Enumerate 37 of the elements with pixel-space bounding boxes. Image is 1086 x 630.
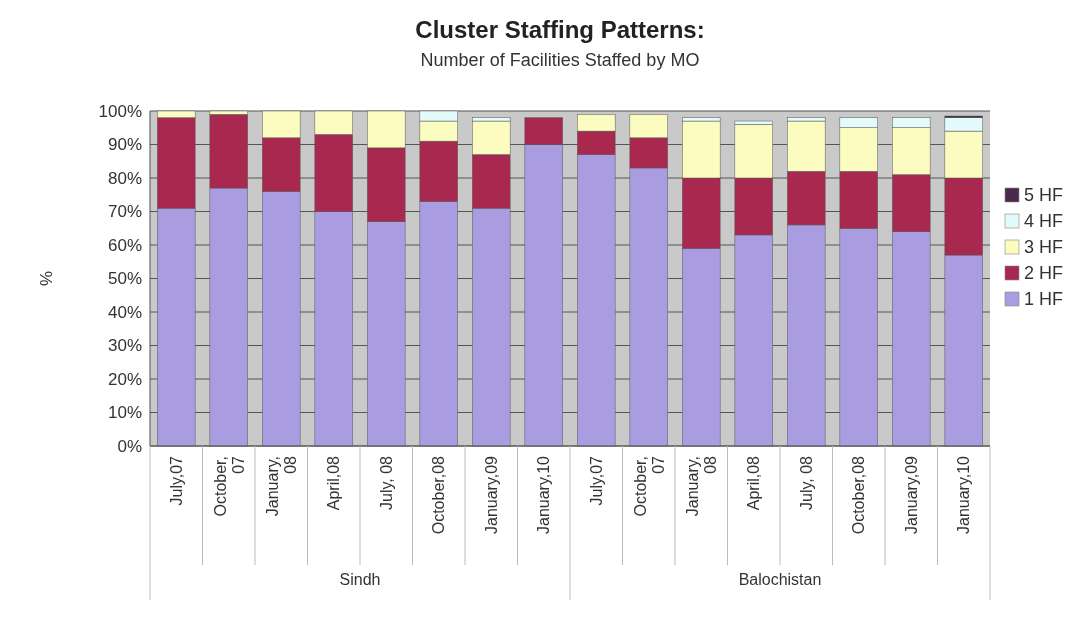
legend-label: 4 HF [1024,211,1064,231]
y-tick-label: 40% [107,302,142,322]
y-tick-label: 20% [107,369,142,389]
x-tick-label: January,10 [535,455,553,534]
y-tick-label: 80% [107,168,142,188]
chart-title: Cluster Staffing Patterns: [415,16,705,43]
legend-label: 5 HF [1024,185,1064,205]
chart-subtitle: Number of Facilities Staffed by MO [420,50,700,70]
y-tick-label: 50% [107,269,142,289]
y-tick-label: 100% [98,101,142,121]
legend-label: 2 HF [1024,263,1064,283]
x-tick-label: October,08 [430,455,448,535]
x-tick-label: April,08 [745,455,763,511]
x-tick-label: January, 08 [684,455,720,517]
y-tick-label: 0% [117,436,142,456]
x-tick-label: January, 08 [264,455,300,517]
x-tick-label: July,07 [587,455,605,506]
x-tick-label: January,10 [955,455,973,534]
text: 1 HF [1024,289,1064,309]
y-tick-label: 10% [107,403,142,423]
x-tick-label: October,08 [850,455,868,535]
x-tick-label: July, 08 [377,455,395,510]
y-tick-label: 90% [107,135,142,155]
x-tick-label: July,07 [167,455,185,506]
text: Sindh [339,571,381,588]
y-tick-label: 30% [107,336,142,356]
x-tick-label: April,08 [325,455,343,511]
y-axis-title: % [37,270,56,287]
x-tick-label: October, 07 [211,455,247,517]
text: Balochistan [738,571,822,588]
legend-label: 3 HF [1024,237,1064,257]
y-tick-label: 70% [107,202,142,222]
y-tick-label: 60% [107,235,142,255]
x-tick-label: October, 07 [631,455,667,517]
x-tick-label: January,09 [902,455,920,534]
x-tick-label: January,09 [482,455,500,534]
x-tick-label: July, 08 [797,455,815,510]
